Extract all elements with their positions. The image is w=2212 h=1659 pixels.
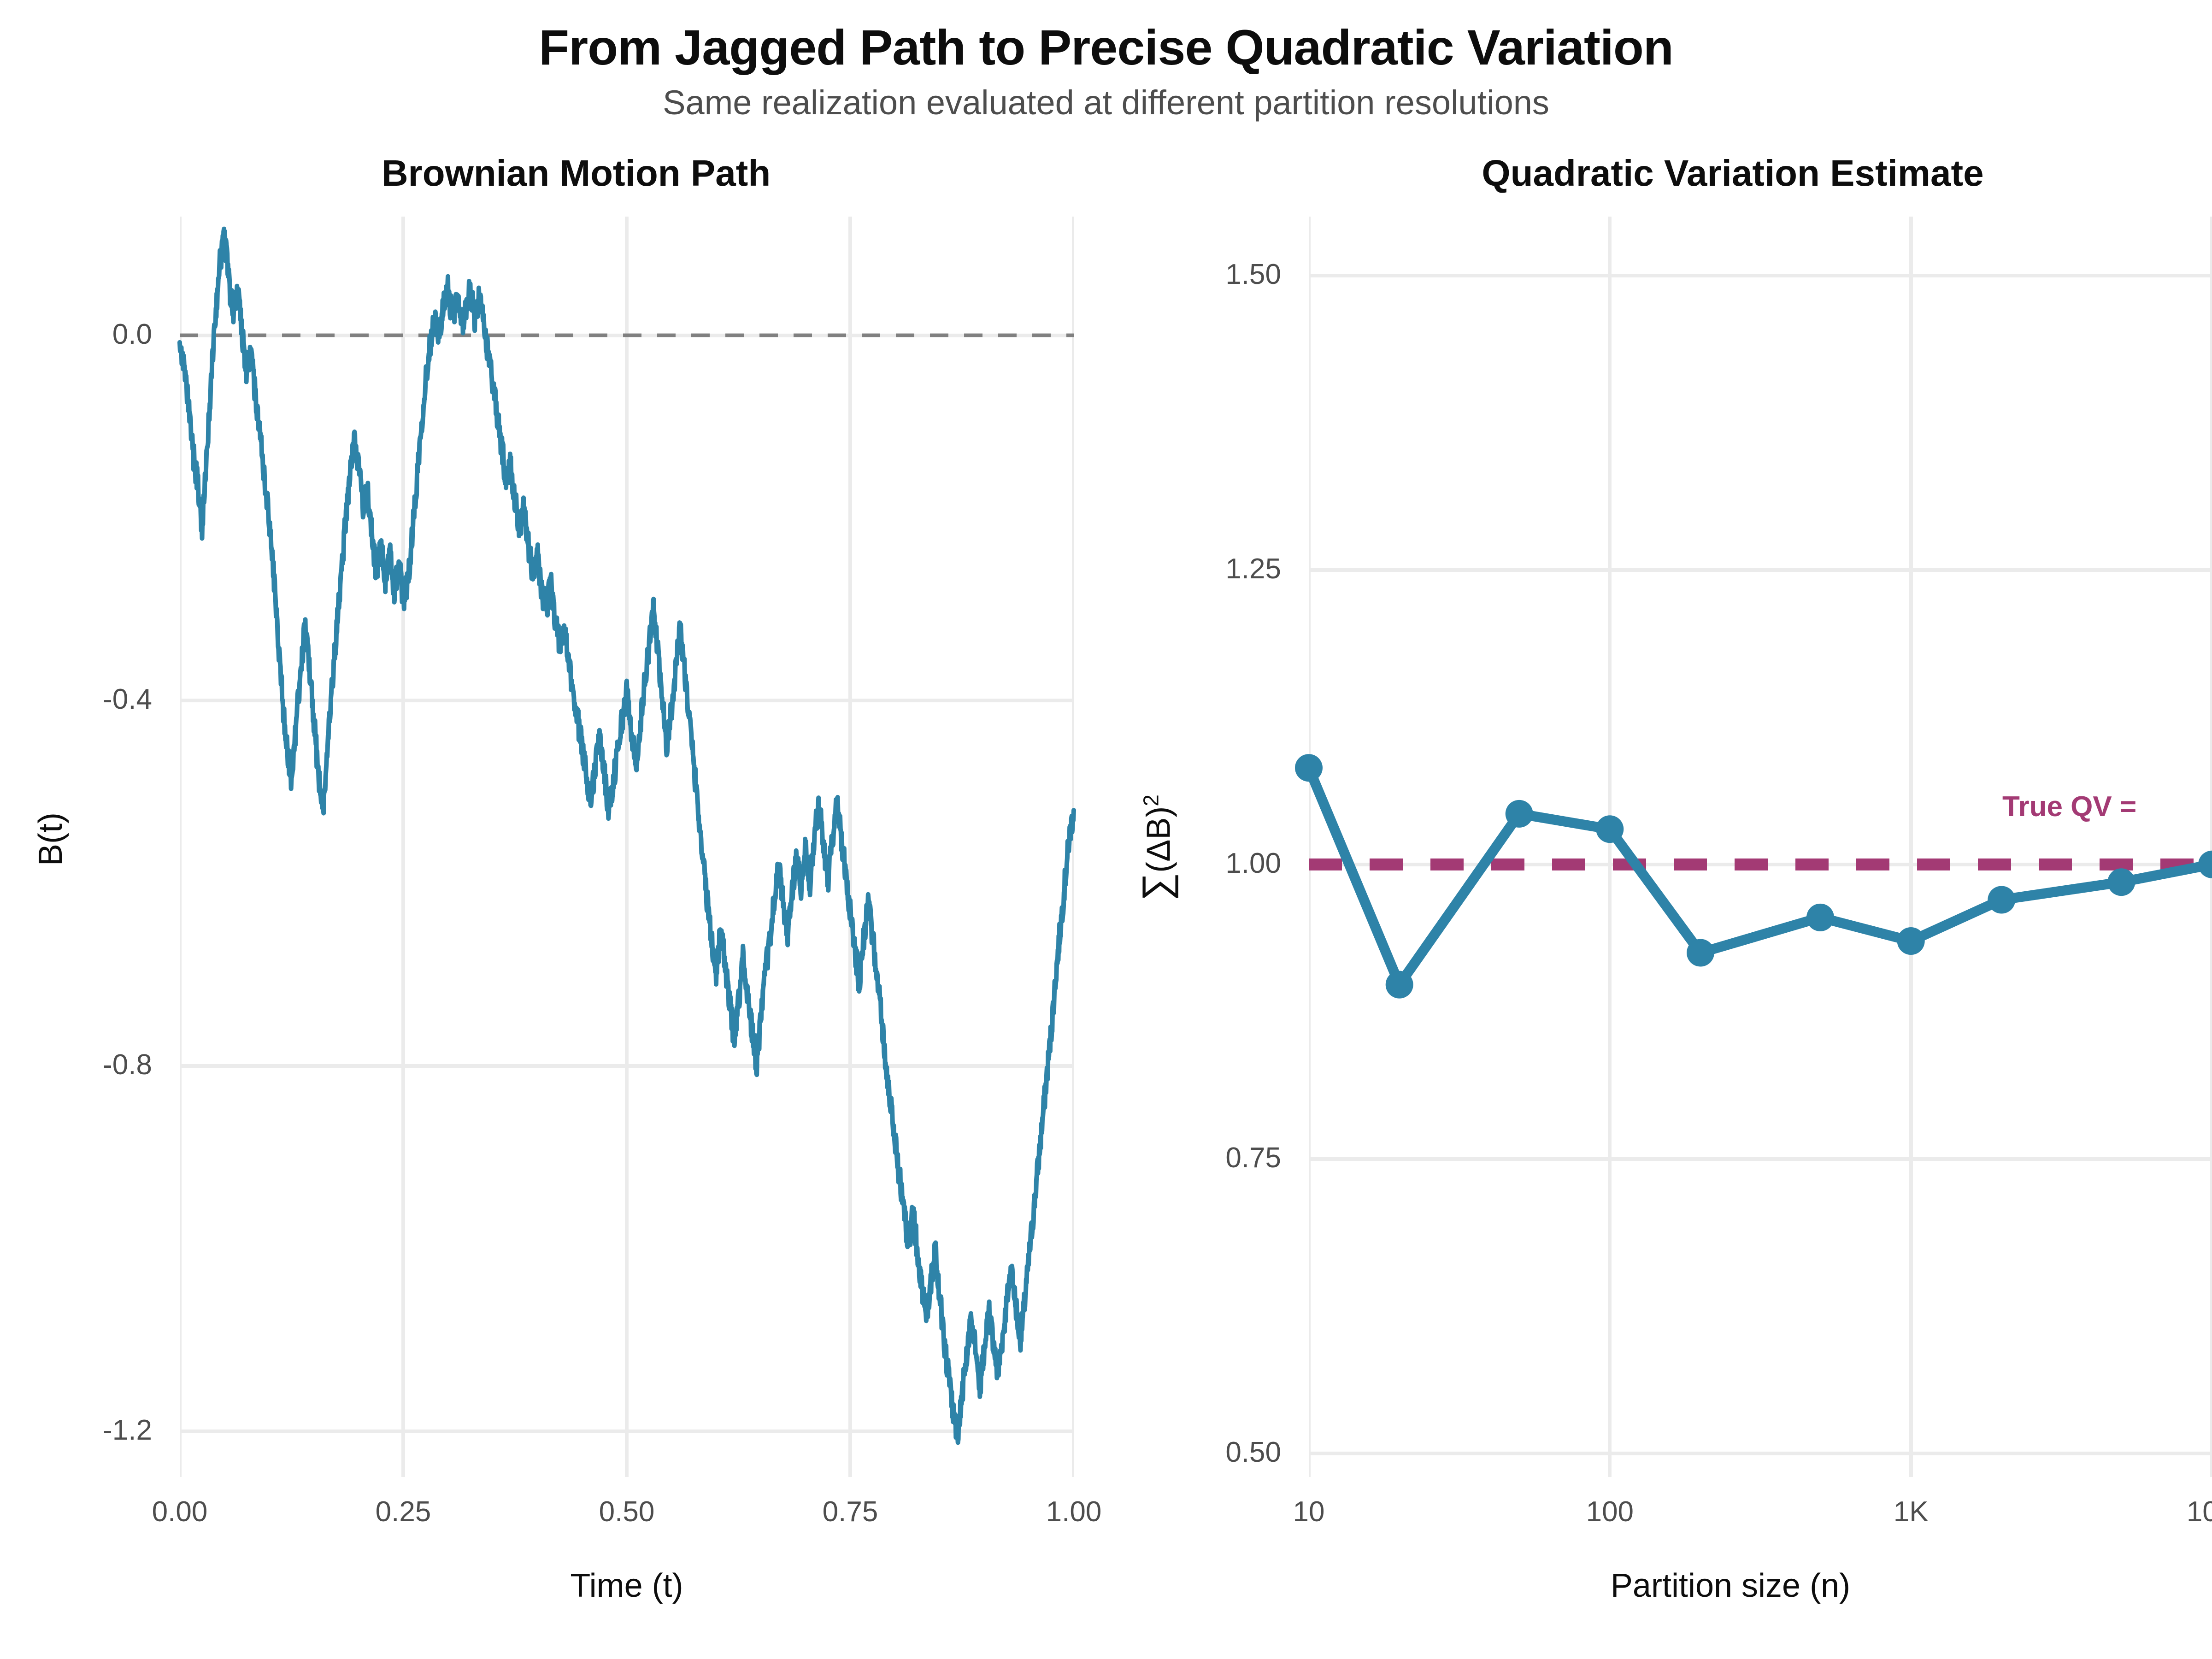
right-y-tick-label: 1.50 (1225, 258, 1281, 290)
gridline-vertical (1309, 217, 1311, 1477)
gridline-vertical (401, 217, 405, 1477)
qv-data-point (1505, 800, 1533, 828)
brownian-motion-plot (177, 217, 1076, 1477)
true-qv-annotation: True QV = (2002, 791, 2137, 823)
figure-subtitle: Same realization evaluated at different … (663, 83, 1549, 122)
qv-data-point (2198, 850, 2212, 878)
qv-data-point (1988, 886, 2016, 914)
right-x-tick-label: 10 (1293, 1496, 1325, 1528)
qv-data-point (1385, 971, 1413, 999)
gridline-vertical (848, 217, 852, 1477)
right-y-tick-label: 0.75 (1225, 1141, 1281, 1174)
left-x-tick-label: 0.50 (599, 1496, 655, 1528)
figure-title: From Jagged Path to Precise Quadratic Va… (539, 19, 1674, 75)
gridline-vertical (625, 217, 629, 1477)
qv-data-point (1687, 939, 1714, 967)
right-x-axis-title: Partition size (n) (1610, 1567, 1851, 1604)
gridline-horizontal (1309, 1451, 2212, 1455)
left-x-tick-label: 0.75 (822, 1496, 878, 1528)
right-panel-title: Quadratic Variation Estimate (1482, 153, 1984, 194)
qv-data-point (1295, 754, 1323, 782)
right-y-tick-label: 0.50 (1225, 1436, 1281, 1468)
right-y-tick-label: 1.00 (1225, 847, 1281, 879)
quadratic-variation-plot (1295, 217, 2212, 1477)
gridline-vertical (180, 217, 182, 1477)
left-x-tick-label: 0.25 (375, 1496, 431, 1528)
left-y-tick-label: -1.2 (103, 1414, 152, 1446)
brownian-path-svg (177, 226, 1076, 1445)
left-y-tick-label: -0.8 (103, 1049, 152, 1081)
left-y-axis-title: B(t) (32, 812, 69, 866)
qv-series-svg (1295, 754, 2212, 999)
left-x-tick-label: 0.00 (152, 1496, 208, 1528)
right-plot-area (1309, 217, 2212, 1477)
right-x-tick-label: 10K (2186, 1496, 2212, 1528)
left-y-tick-label: 0.0 (112, 318, 152, 350)
right-x-tick-label: 100 (1586, 1496, 1634, 1528)
qv-data-point (1596, 815, 1624, 843)
qv-data-point (2107, 868, 2136, 896)
gridline-horizontal (1309, 1157, 2212, 1161)
qv-data-point (1806, 903, 1834, 931)
right-x-tick-label: 1K (1893, 1496, 1929, 1528)
gridline-vertical (2210, 217, 2212, 1477)
gridline-vertical (1909, 217, 1913, 1477)
gridline-vertical (1072, 217, 1074, 1477)
left-x-axis-title: Time (t) (570, 1567, 683, 1604)
gridline-horizontal (1309, 273, 2212, 277)
qv-estimate-line (1304, 763, 2212, 990)
brownian-path-line (177, 226, 1076, 1445)
gridline-horizontal (1309, 568, 2212, 572)
y-label-exponent: 2 (1139, 794, 1163, 806)
left-x-tick-label: 1.00 (1046, 1496, 1102, 1528)
qv-data-point (1897, 927, 1925, 955)
left-plot-area (180, 217, 1074, 1477)
left-y-tick-label: -0.4 (103, 683, 152, 716)
gridline-vertical (1608, 217, 1612, 1477)
left-panel-title: Brownian Motion Path (381, 153, 771, 194)
right-y-tick-label: 1.25 (1225, 553, 1281, 585)
